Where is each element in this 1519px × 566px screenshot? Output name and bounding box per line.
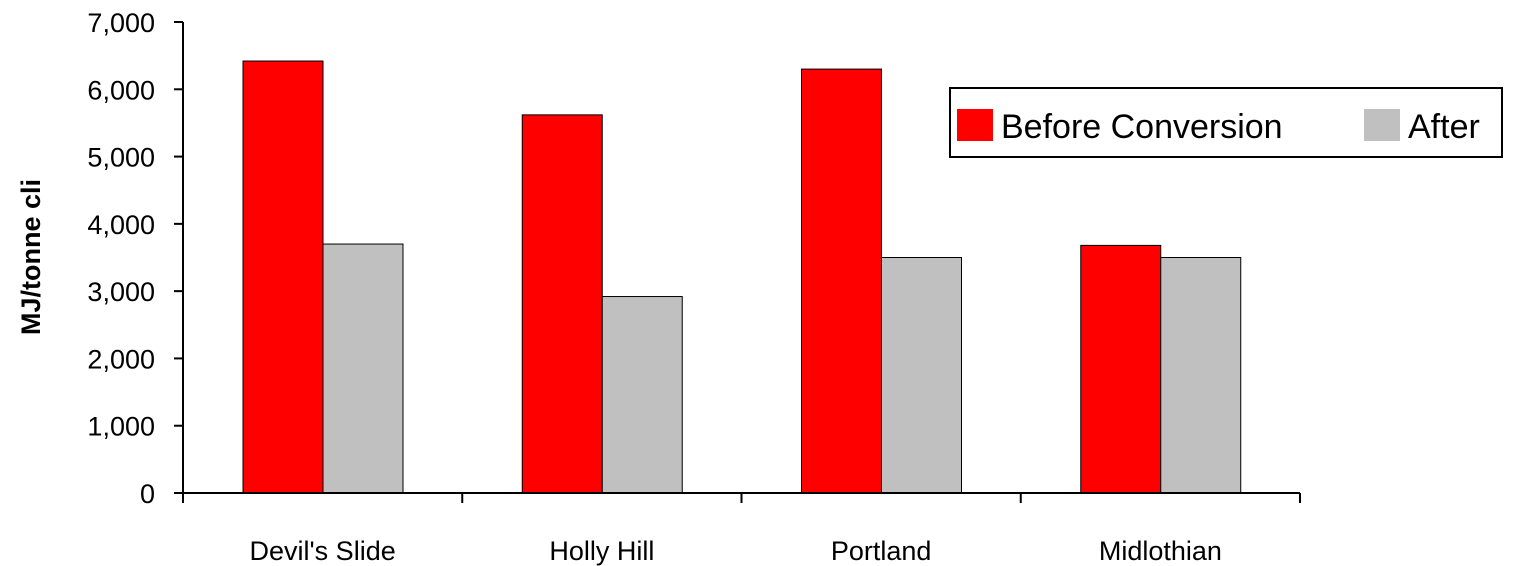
y-tick-label: 3,000 (87, 277, 155, 307)
y-tick-label: 1,000 (87, 412, 155, 442)
y-axis-title: MJ/tonne cli (16, 179, 46, 335)
bar-before-1 (242, 60, 324, 494)
x-tick-label: Holly Hill (549, 536, 654, 566)
bar-before-4 (1080, 244, 1162, 494)
y-tick-label: 5,000 (87, 143, 155, 173)
bars-layer (242, 60, 1242, 494)
x-tick-label: Devil's Slide (250, 536, 396, 566)
bar-after-2 (601, 296, 683, 494)
y-tick-label: 7,000 (87, 8, 155, 38)
y-tick-label: 4,000 (87, 210, 155, 240)
y-tick-label: 6,000 (87, 75, 155, 105)
bar-before-3 (801, 68, 882, 494)
y-tick-label: 2,000 (87, 344, 155, 374)
x-tick-label: Portland (831, 536, 932, 566)
bar-after-4 (1160, 257, 1242, 494)
bar-after-1 (322, 243, 404, 494)
legend: Before Conversion After (949, 87, 1503, 158)
legend-box (949, 87, 1503, 158)
bar-before-2 (521, 114, 603, 494)
y-tick-label: 0 (140, 479, 155, 509)
legend-swatch-before (957, 109, 993, 141)
bar-after-3 (881, 257, 962, 494)
legend-label-before: Before Conversion (1001, 108, 1283, 146)
x-tick-label: Midlothian (1099, 536, 1222, 566)
legend-swatch-after (1364, 109, 1400, 141)
axes-layer: Devil's Slide Holly Hill Portland Midlothia… (87, 8, 1301, 566)
legend-label-after: After (1408, 108, 1480, 146)
